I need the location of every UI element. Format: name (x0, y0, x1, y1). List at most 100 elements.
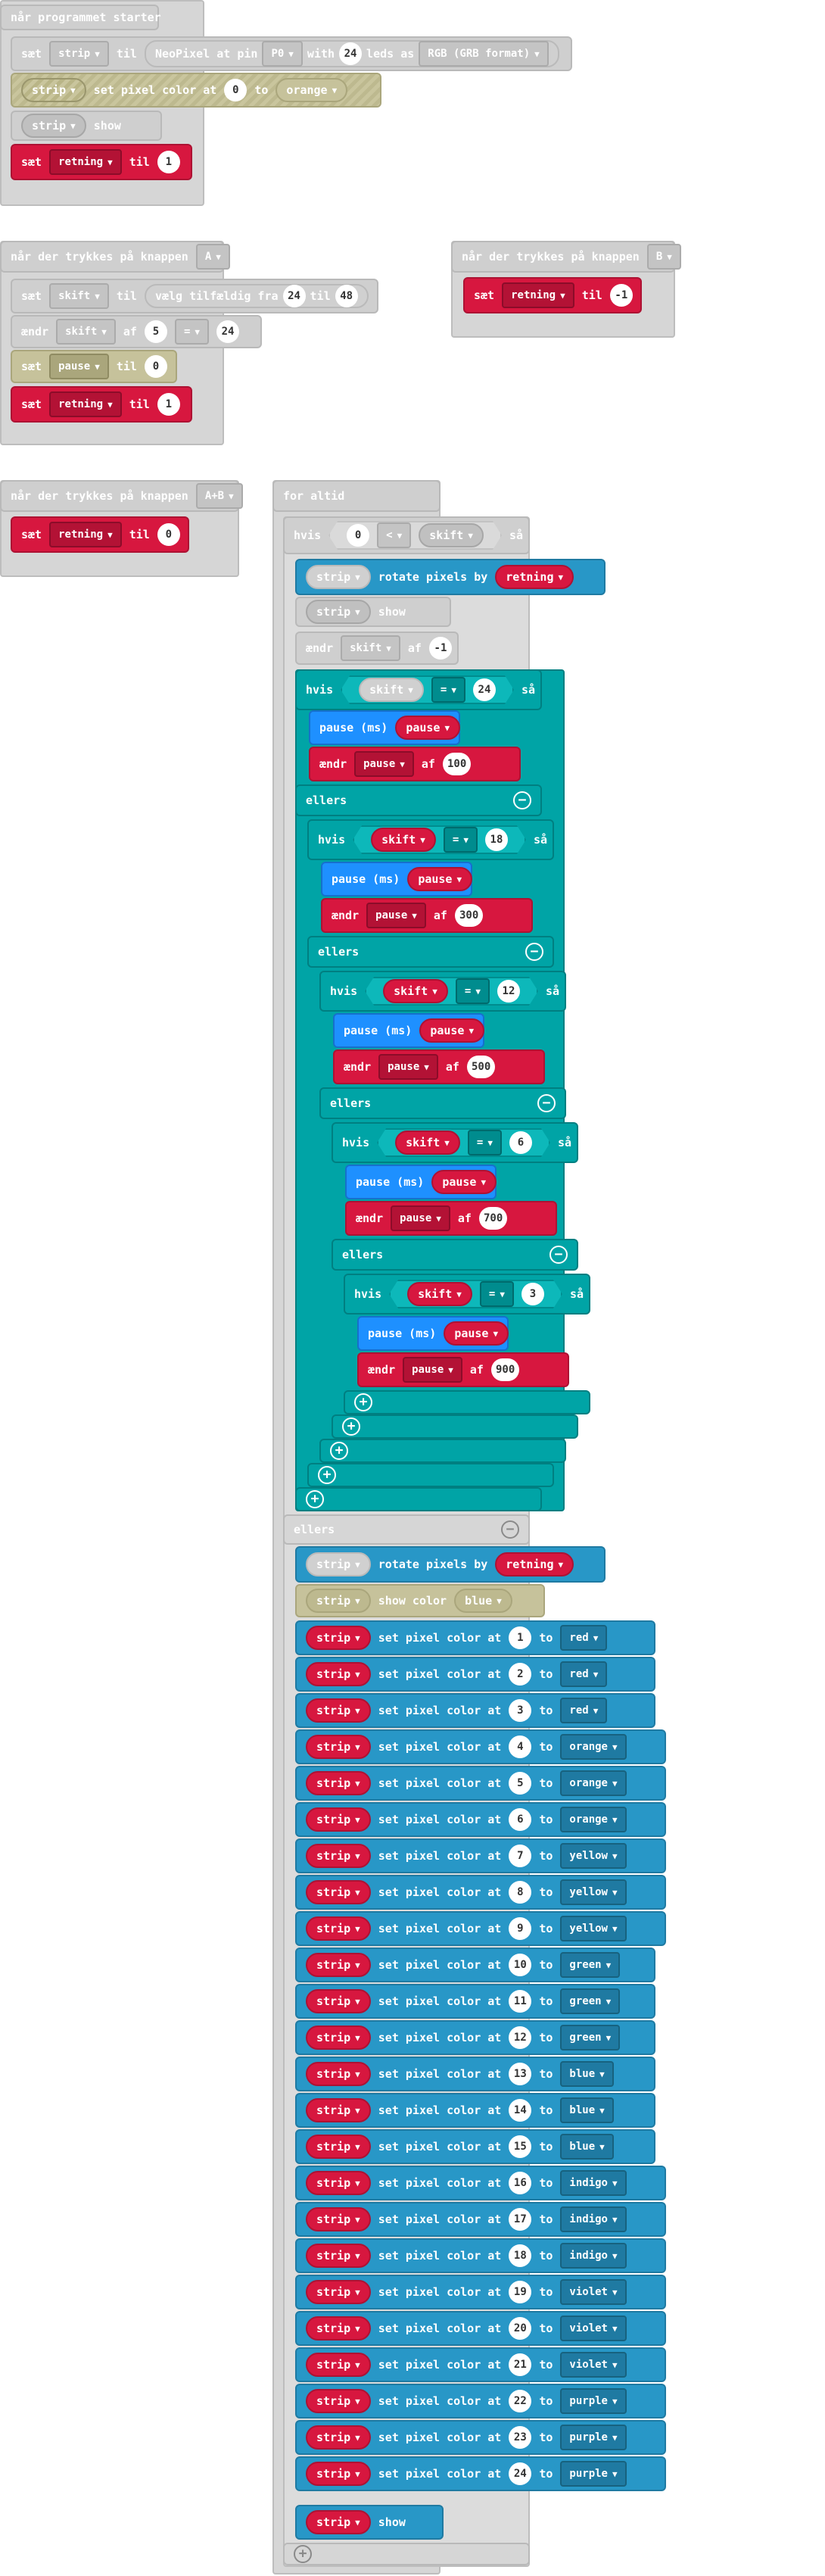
change-pause-block[interactable]: ændr pause ▼ af 900 (357, 1352, 569, 1387)
strip-var-reporter[interactable]: strip ▼ (306, 2353, 371, 2377)
change-value-input[interactable]: 24 (216, 320, 240, 343)
compare-value-input[interactable]: 6 (509, 1131, 532, 1154)
strip-var-reporter[interactable]: strip ▼ (306, 2244, 371, 2268)
strip-var-reporter[interactable]: strip ▼ (306, 1953, 371, 1977)
set-strip-block[interactable]: sæt strip ▼ til NeoPixel at pin P0 ▼ with … (11, 36, 572, 71)
set-pixel-color-block[interactable]: strip ▼ set pixel color at 14 to blue ▼ (295, 2093, 655, 2128)
var-retning-dropdown[interactable]: retning ▼ (49, 522, 122, 547)
pause-value-input[interactable]: 0 (144, 355, 167, 378)
compare-block[interactable]: skift ▼ = ▼ 24 (341, 675, 514, 704)
color-dropdown[interactable]: green ▼ (560, 1952, 621, 1978)
button-b-dropdown[interactable]: B ▼ (646, 244, 681, 270)
color-dropdown[interactable]: indigo ▼ (560, 2170, 627, 2196)
set-pixel-color-block[interactable]: strip ▼ set pixel color at 16 to indigo ▼ (295, 2166, 666, 2200)
button-b-event-block[interactable]: når der trykkes på knappen B ▼ (451, 241, 681, 273)
pause-var-reporter[interactable]: pause ▼ (407, 867, 473, 891)
pixel-index-input[interactable]: 15 (509, 2135, 532, 2158)
var-skift-dropdown[interactable]: skift ▼ (49, 283, 109, 309)
var-retning-dropdown[interactable]: retning ▼ (49, 149, 122, 175)
var-skift-dropdown[interactable]: skift ▼ (56, 319, 116, 345)
set-pixel-color-block[interactable]: strip ▼ set pixel color at 13 to blue ▼ (295, 2057, 655, 2091)
strip-var-reporter[interactable]: strip ▼ (306, 1880, 371, 1904)
pixel-index-input[interactable]: 2 (509, 1663, 532, 1686)
color-dropdown[interactable]: green ▼ (560, 1988, 621, 2014)
remove-else-icon[interactable]: − (549, 1246, 568, 1264)
change-by-input[interactable]: 5 (144, 320, 167, 343)
remove-else-icon[interactable]: − (525, 943, 543, 961)
skift-var-reporter[interactable]: skift ▼ (395, 1131, 460, 1155)
set-pixel-color-block[interactable]: strip ▼ set pixel color at 2 to red ▼ (295, 1657, 655, 1692)
set-retning-block[interactable]: sæt retning ▼ til 1 (11, 144, 192, 180)
if-level-1-block[interactable]: hvis skift ▼ = ▼ 24 så (295, 669, 542, 710)
remove-else-icon[interactable]: − (501, 1520, 519, 1539)
set-pixel-color-disabled-block[interactable]: strip ▼ set pixel color at 0 to orange ▼ (11, 73, 381, 108)
compare-block[interactable]: skift ▼ = ▼ 3 (389, 1280, 562, 1308)
var-retning-dropdown[interactable]: retning ▼ (502, 282, 574, 308)
pause-change-input[interactable]: 300 (454, 904, 484, 927)
set-pixel-color-block[interactable]: strip ▼ set pixel color at 5 to orange ▼ (295, 1766, 666, 1801)
strip-var-reporter[interactable]: strip ▼ (306, 2098, 371, 2122)
strip-var-reporter[interactable]: strip ▼ (306, 565, 371, 589)
op-dropdown[interactable]: = ▼ (174, 319, 210, 345)
color-dropdown[interactable]: yellow ▼ (560, 1916, 627, 1941)
if-level-4-footer[interactable]: + (332, 1414, 578, 1439)
strip-show-block[interactable]: strip ▼ show (295, 2505, 444, 2540)
skift-var-reporter[interactable]: skift ▼ (383, 979, 448, 1003)
pixel-index-input[interactable]: 24 (509, 2462, 532, 2485)
color-dropdown[interactable]: yellow ▼ (560, 1843, 627, 1869)
add-else-icon[interactable]: + (330, 1442, 348, 1460)
strip-var-reporter[interactable]: strip ▼ (306, 1735, 371, 1759)
var-strip-dropdown[interactable]: strip ▼ (49, 41, 109, 67)
compare-op-dropdown[interactable]: = ▼ (431, 677, 465, 703)
outer-else-block[interactable]: ellers − (283, 1514, 530, 1545)
compare-op-dropdown[interactable]: = ▼ (468, 1130, 502, 1155)
color-dropdown[interactable]: violet ▼ (560, 2352, 627, 2378)
color-dropdown[interactable]: yellow ▼ (560, 1879, 627, 1905)
if-level-5-block[interactable]: hvis skift ▼ = ▼ 3 så (344, 1274, 590, 1315)
strip-var-reporter[interactable]: strip ▼ (306, 1589, 371, 1613)
pixel-index-input[interactable]: 21 (509, 2353, 532, 2376)
change-pause-block[interactable]: ændr pause ▼ af 100 (309, 747, 521, 781)
remove-else-icon[interactable]: − (513, 791, 531, 809)
strip-var-reporter[interactable]: strip ▼ (306, 1771, 371, 1795)
pixel-index-input[interactable]: 14 (509, 2099, 532, 2122)
color-dropdown[interactable]: blue ▼ (454, 1589, 512, 1613)
set-pixel-color-block[interactable]: strip ▼ set pixel color at 12 to green ▼ (295, 2020, 655, 2055)
color-dropdown[interactable]: orange ▼ (560, 1770, 627, 1796)
set-pixel-color-block[interactable]: strip ▼ set pixel color at 3 to red ▼ (295, 1693, 655, 1728)
outer-if-block[interactable]: hvis 0 < ▼ skift ▼ så (283, 516, 530, 554)
rand-from-input[interactable]: 24 (282, 285, 306, 307)
pause-block[interactable]: pause (ms) pause ▼ (345, 1165, 497, 1199)
add-else-icon[interactable]: + (318, 1466, 336, 1484)
retning-value-input[interactable]: 0 (157, 523, 180, 546)
pause-block[interactable]: pause (ms) pause ▼ (357, 1316, 509, 1351)
skift-var-reporter[interactable]: skift ▼ (371, 828, 436, 852)
strip-var-reporter[interactable]: strip ▼ (306, 2171, 371, 2195)
strip-var-reporter[interactable]: strip ▼ (306, 1662, 371, 1686)
set-pixel-color-block[interactable]: strip ▼ set pixel color at 21 to violet ▼ (295, 2347, 666, 2382)
set-pixel-color-block[interactable]: strip ▼ set pixel color at 6 to orange ▼ (295, 1802, 666, 1837)
else-block[interactable]: ellers − (307, 936, 554, 968)
color-dropdown[interactable]: indigo ▼ (560, 2206, 627, 2232)
leds-count-input[interactable]: 24 (339, 42, 363, 65)
strip-var-reporter[interactable]: strip ▼ (306, 1552, 371, 1576)
set-pixel-color-block[interactable]: strip ▼ set pixel color at 10 to green ▼ (295, 1948, 655, 1982)
pixel-index-input[interactable]: 6 (509, 1808, 532, 1831)
set-pixel-color-block[interactable]: strip ▼ set pixel color at 18 to indigo ▼ (295, 2238, 666, 2273)
add-else-icon[interactable]: + (354, 1393, 372, 1411)
strip-var-reporter[interactable]: strip ▼ (306, 2207, 371, 2231)
button-ab-dropdown[interactable]: A+B ▼ (195, 483, 243, 509)
pause-change-input[interactable]: 900 (490, 1358, 520, 1381)
compare-block[interactable]: skift ▼ = ▼ 6 (377, 1128, 550, 1157)
color-dropdown[interactable]: blue ▼ (560, 2097, 614, 2123)
pixel-index-input[interactable]: 19 (509, 2281, 532, 2303)
strip-var-reporter[interactable]: strip ▼ (306, 1989, 371, 2013)
compare-block[interactable]: skift ▼ = ▼ 18 (353, 825, 526, 854)
change-pause-block[interactable]: ændr pause ▼ af 300 (321, 898, 533, 933)
if-level-4-block[interactable]: hvis skift ▼ = ▼ 6 så (332, 1122, 578, 1163)
color-dropdown[interactable]: blue ▼ (560, 2134, 614, 2160)
pin-dropdown[interactable]: P0 ▼ (262, 41, 303, 67)
if-level-3-block[interactable]: hvis skift ▼ = ▼ 12 så (319, 971, 566, 1012)
color-dropdown[interactable]: orange ▼ (560, 1734, 627, 1760)
compare-op-dropdown[interactable]: < ▼ (377, 522, 411, 548)
